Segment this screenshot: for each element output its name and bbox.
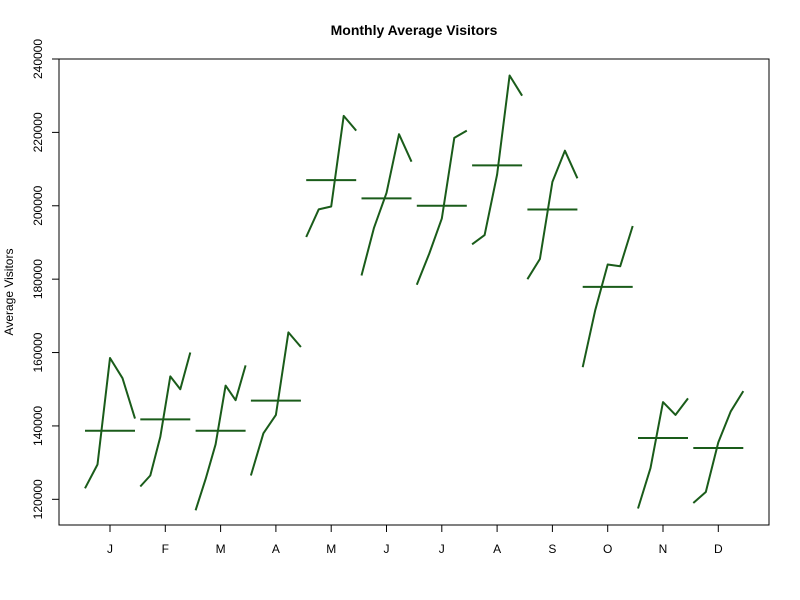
month-series-line [692, 390, 745, 504]
x-tick-label: D [714, 542, 723, 556]
x-tick-label: M [216, 542, 226, 556]
y-axis: 120000 140000 160000 180000 200000 220000 2400… [31, 39, 59, 519]
y-axis-label: Average Visitors [2, 249, 16, 336]
x-tick-label: F [162, 542, 169, 556]
x-tick-label: J [384, 542, 390, 556]
x-tick-label: A [272, 542, 280, 556]
y-tick-label: 180000 [31, 259, 45, 299]
month-series-line [84, 357, 136, 489]
month-series-line [637, 397, 689, 509]
plot-frame [58, 58, 770, 526]
x-tick-label: N [659, 542, 668, 556]
month-series-line [194, 365, 247, 511]
y-tick-label: 140000 [31, 406, 45, 446]
month-series-line [305, 114, 357, 238]
month-series-line [471, 74, 523, 246]
x-tick-label: O [603, 542, 612, 556]
chart-title: Monthly Average Visitors [331, 22, 498, 38]
x-tick-label: J [107, 542, 113, 556]
month-series-line [581, 225, 634, 368]
y-tick-label: 220000 [31, 112, 45, 152]
month-series-line [360, 133, 413, 276]
month-series-line [139, 352, 192, 488]
series-group [84, 74, 745, 511]
x-tick-label: A [493, 542, 501, 556]
y-tick-label: 200000 [31, 185, 45, 225]
mean-lines-group [85, 164, 744, 449]
x-tick-label: M [326, 542, 336, 556]
y-tick-label: 240000 [31, 39, 45, 79]
y-tick-label: 120000 [31, 479, 45, 519]
month-series-line [526, 149, 579, 280]
month-series-line [415, 129, 468, 286]
y-tick-label: 160000 [31, 332, 45, 372]
month-series-line [249, 331, 302, 476]
x-tick-label: J [439, 542, 445, 556]
x-tick-label: S [548, 542, 556, 556]
